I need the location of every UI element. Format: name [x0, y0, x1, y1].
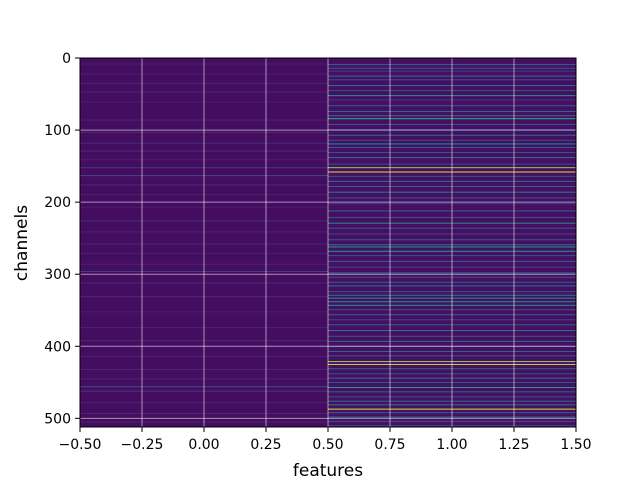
y-ticks: 0 100 200 300 400 500 [44, 51, 80, 427]
x-ticks: −0.50 −0.25 0.00 0.25 0.50 0.75 1.00 1.25 1.50 [59, 427, 592, 453]
y-tick-label: 200 [44, 195, 71, 211]
x-tick-label: −0.25 [121, 437, 164, 453]
y-tick-label: 100 [44, 123, 71, 139]
y-tick-label: 500 [44, 411, 71, 427]
y-axis-label: channels [12, 205, 32, 281]
x-tick-label: −0.50 [59, 437, 102, 453]
y-tick-label: 300 [44, 267, 71, 283]
x-tick-label: 0.75 [374, 437, 405, 453]
x-tick-label: 0.25 [250, 437, 281, 453]
y-tick-label: 400 [44, 339, 71, 355]
x-tick-label: 1.25 [498, 437, 529, 453]
x-tick-label: 1.50 [560, 437, 591, 453]
x-tick-label: 1.00 [436, 437, 467, 453]
y-tick-label: 0 [62, 51, 71, 67]
x-tick-label: 0.50 [312, 437, 343, 453]
x-tick-label: 0.00 [188, 437, 219, 453]
x-axis-label: features [293, 461, 363, 480]
